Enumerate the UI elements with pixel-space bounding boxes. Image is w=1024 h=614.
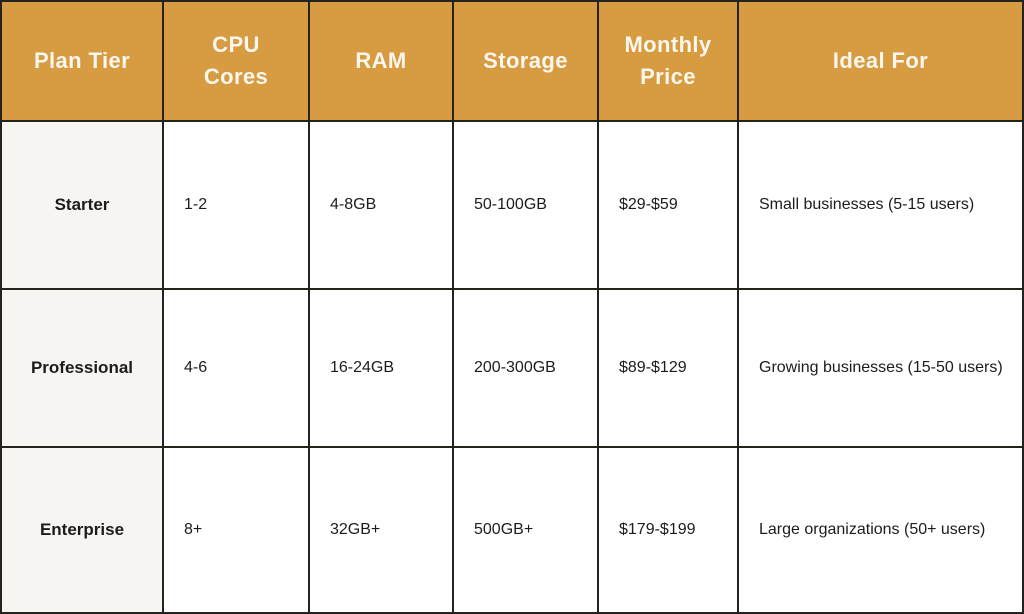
column-header-monthly-price: Monthly Price — [599, 2, 737, 120]
column-header-plan-tier: Plan Tier — [2, 2, 162, 120]
column-header-ideal-for: Ideal For — [739, 2, 1022, 120]
cell-professional-cpu-cores: 4-6 — [164, 290, 308, 446]
cell-starter-storage: 50-100GB — [454, 122, 597, 288]
cell-starter-plan-tier: Starter — [2, 122, 162, 288]
cell-enterprise-ideal-for: Large organizations (50+ users) — [739, 448, 1022, 612]
cell-enterprise-storage: 500GB+ — [454, 448, 597, 612]
cell-enterprise-cpu-cores: 8+ — [164, 448, 308, 612]
cell-enterprise-plan-tier: Enterprise — [2, 448, 162, 612]
cell-starter-cpu-cores: 1-2 — [164, 122, 308, 288]
cell-professional-ideal-for: Growing businesses (15-50 users) — [739, 290, 1022, 446]
cell-professional-storage: 200-300GB — [454, 290, 597, 446]
cell-starter-ideal-for: Small businesses (5-15 users) — [739, 122, 1022, 288]
cell-professional-plan-tier: Professional — [2, 290, 162, 446]
column-header-storage: Storage — [454, 2, 597, 120]
cell-enterprise-ram: 32GB+ — [310, 448, 452, 612]
cell-starter-ram: 4-8GB — [310, 122, 452, 288]
cell-starter-monthly-price: $29-$59 — [599, 122, 737, 288]
cell-professional-monthly-price: $89-$129 — [599, 290, 737, 446]
column-header-cpu-cores: CPU Cores — [164, 2, 308, 120]
column-header-ram: RAM — [310, 2, 452, 120]
cell-professional-ram: 16-24GB — [310, 290, 452, 446]
cell-enterprise-monthly-price: $179-$199 — [599, 448, 737, 612]
